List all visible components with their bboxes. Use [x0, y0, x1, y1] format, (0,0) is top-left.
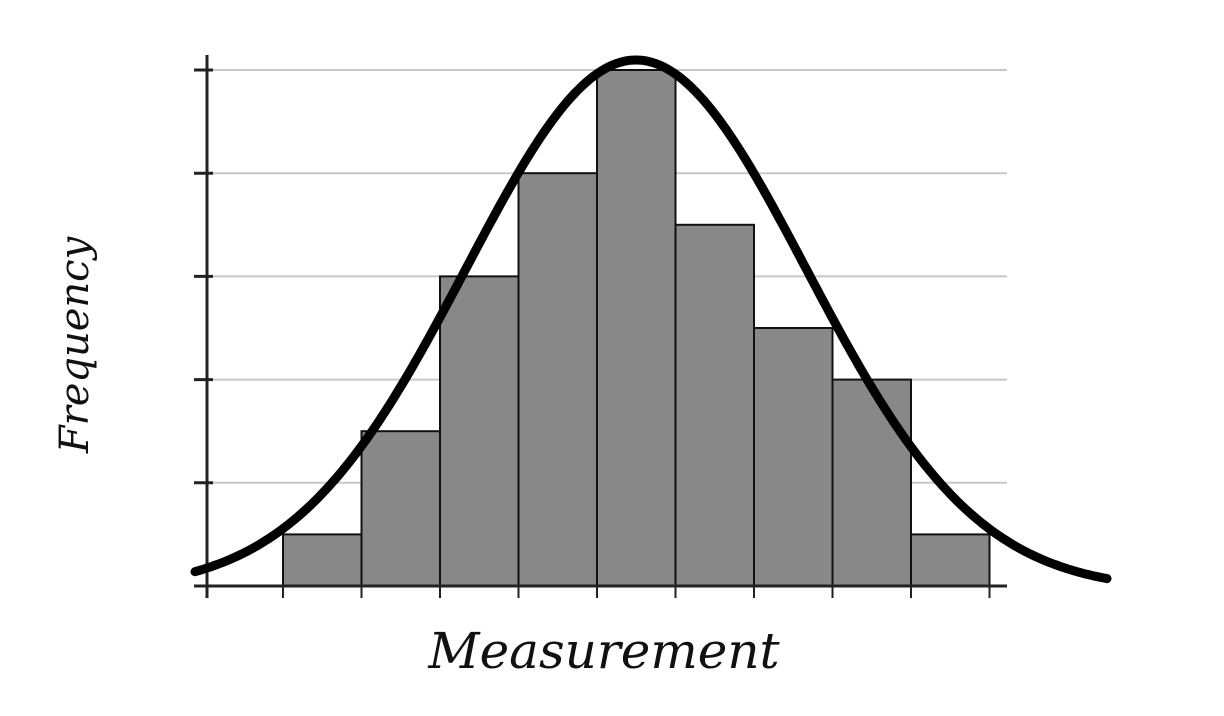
normal-curve-layer [190, 55, 1112, 584]
bar-4 [517, 172, 598, 587]
bar-8 [831, 378, 912, 587]
bar-3 [439, 275, 520, 587]
x-axis-title: Measurement [427, 622, 780, 680]
axes [194, 55, 1007, 598]
bar-6 [674, 223, 755, 588]
bar-1 [282, 533, 363, 588]
y-axis-title: Frequency [52, 235, 98, 454]
bar-9 [910, 533, 991, 588]
normal-curve [190, 55, 1112, 584]
bar-7 [753, 327, 834, 587]
histogram-bars [282, 69, 991, 588]
bar-5 [596, 69, 677, 587]
bar-2 [360, 430, 441, 588]
